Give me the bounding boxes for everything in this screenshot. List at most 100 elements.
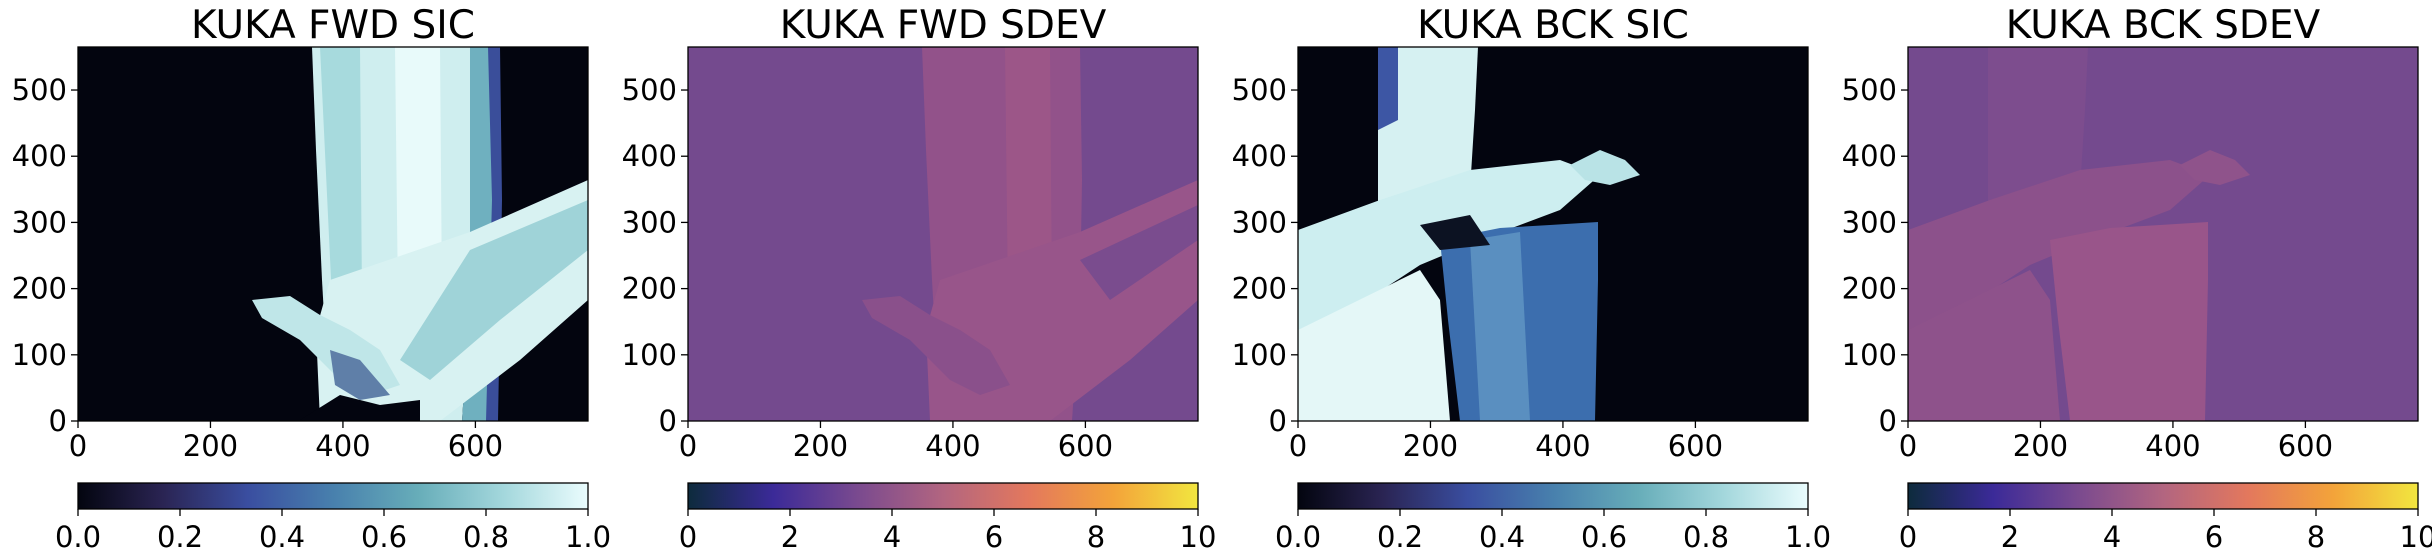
plot-frame [1907, 46, 2419, 422]
y-tick-label: 300 [1842, 205, 1897, 239]
x-tick-label: 600 [448, 429, 503, 463]
y-tick-label: 500 [622, 73, 677, 107]
colorbar-tick-label: 0.0 [55, 520, 101, 554]
colorbar-tick-label: 0.6 [361, 520, 407, 554]
y-tick-label: 0 [659, 404, 677, 438]
y-tick-label: 200 [1842, 272, 1897, 306]
x-tick-label: 600 [1058, 429, 1113, 463]
panel-title: KUKA FWD SDEV [780, 3, 1107, 48]
colorbar: 0.0 0.2 0.4 0.6 0.8 1.0 [1275, 482, 1831, 554]
y-tick-label: 100 [622, 338, 677, 372]
plot-frame [687, 46, 1199, 422]
ice-floe-cluster [1570, 150, 1640, 185]
colorbar-tick-label: 0 [679, 520, 697, 554]
colorbar-tick-label: 2 [2001, 520, 2019, 554]
colorbar-tick-label: 10 [2400, 520, 2432, 554]
panel-title: KUKA BCK SDEV [2006, 3, 2321, 48]
ice-band-top-edge [1378, 47, 1398, 130]
plot-frame [77, 46, 589, 422]
heatmap-image [1298, 47, 1808, 421]
panel-kuka-bck-sdev: KUKA BCK SDEV 0 200 400 6000100200300400500… [1842, 3, 2432, 554]
sdev-band-top [1988, 47, 2088, 215]
y-tick-label: 300 [1232, 205, 1287, 239]
y-tick-label: 300 [622, 205, 677, 239]
y-tick-label: 100 [1232, 338, 1287, 372]
colorbar-gradient [1297, 482, 1809, 510]
plot-frame [1297, 46, 1809, 422]
x-tick-label: 200 [793, 429, 848, 463]
x-tick-label: 600 [2278, 429, 2333, 463]
x-tick-label: 200 [1403, 429, 1458, 463]
colorbar-gradient [687, 482, 1199, 510]
x-tick-label: 400 [315, 429, 370, 463]
y-tick-label: 0 [49, 404, 67, 438]
coast-ice-cluster-dark [330, 350, 390, 400]
y-tick-label: 500 [1842, 73, 1897, 107]
colorbar-tick-label: 1.0 [565, 520, 611, 554]
colorbar-tick-label: 0.2 [157, 520, 203, 554]
heatmap-image [78, 47, 588, 421]
colorbar-tick-label: 10 [1180, 520, 1217, 554]
colorbar-tick-label: 2 [781, 520, 799, 554]
x-tick-label: 0 [1899, 429, 1917, 463]
y-tick-label: 400 [12, 139, 67, 173]
colorbar-tick-label: 8 [1087, 520, 1105, 554]
colorbar-tick-label: 0.2 [1377, 520, 1423, 554]
ice-blue-block-light [1470, 232, 1530, 421]
colorbar: 0.0 0.2 0.4 0.6 0.8 1.0 [55, 482, 611, 554]
y-tick-label: 200 [1232, 272, 1287, 306]
panel-kuka-bck-sic: KUKA BCK SIC 0 200 400 6000100200300400500 … [1232, 3, 1831, 554]
sdev-low-patch [1080, 205, 1198, 300]
colorbar-tick-label: 4 [2103, 520, 2121, 554]
x-tick-label: 600 [1668, 429, 1723, 463]
colorbar-tick-label: 0.4 [1479, 520, 1525, 554]
x-tick-label: 0 [679, 429, 697, 463]
axes: 0 200 400 600 0 100 200 300 400 500 [1232, 73, 1723, 463]
x-tick-label: 0 [69, 429, 87, 463]
y-tick-label: 200 [622, 272, 677, 306]
axes: 0 200 400 600 0 100 200 300 400 500 [622, 73, 1113, 463]
panel-title: KUKA BCK SIC [1417, 3, 1689, 48]
y-tick-label: 400 [1842, 139, 1897, 173]
colorbar-gradient [1907, 482, 2419, 510]
x-tick-label: 200 [183, 429, 238, 463]
axes: 0 200 400 600 0 100 200 300 400 500 [12, 73, 503, 463]
y-tick-label: 0 [1269, 404, 1287, 438]
colorbar-tick-label: 0.8 [463, 520, 509, 554]
colorbar-tick-label: 4 [883, 520, 901, 554]
y-tick-label: 100 [1842, 338, 1897, 372]
panel-title: KUKA FWD SIC [191, 3, 475, 48]
colorbar-gradient [77, 482, 589, 510]
colorbar-tick-label: 0.4 [259, 520, 305, 554]
sdev-floe [2180, 150, 2250, 185]
y-tick-label: 0 [1879, 404, 1897, 438]
colorbar-tick-label: 1.0 [1785, 520, 1831, 554]
colorbar-tick-label: 6 [985, 520, 1003, 554]
panel-kuka-fwd-sdev: KUKA FWD SDEV 0 200 400 6000100200300400500… [622, 3, 1217, 554]
colorbar: 0 2 4 6 8 10 [679, 482, 1217, 554]
ice-band-diagonal-shade [400, 200, 588, 380]
x-tick-label: 400 [1535, 429, 1590, 463]
y-tick-label: 200 [12, 272, 67, 306]
colorbar: 0 2 4 6 8 10 [1899, 482, 2432, 554]
colorbar-tick-label: 8 [2307, 520, 2325, 554]
sdev-high-block [2050, 222, 2208, 421]
sdev-lower-left [1908, 270, 2060, 421]
x-tick-label: 200 [2013, 429, 2068, 463]
open-water-patch [300, 395, 420, 421]
colorbar-tick-label: 0.6 [1581, 520, 1627, 554]
axes: 0 200 400 600 0 100 200 300 400 500 [1842, 73, 2333, 463]
colorbar-tick-label: 0 [1899, 520, 1917, 554]
y-tick-label: 400 [1232, 139, 1287, 173]
x-tick-label: 0 [1289, 429, 1307, 463]
colorbar-tick-label: 0.0 [1275, 520, 1321, 554]
dark-gap [1420, 215, 1490, 250]
x-tick-label: 400 [925, 429, 980, 463]
y-tick-label: 500 [12, 73, 67, 107]
heatmap-image [688, 47, 1198, 421]
y-tick-label: 400 [622, 139, 677, 173]
ice-lower-left [1298, 270, 1450, 421]
y-tick-label: 500 [1232, 73, 1287, 107]
colorbar-tick-label: 6 [2205, 520, 2223, 554]
